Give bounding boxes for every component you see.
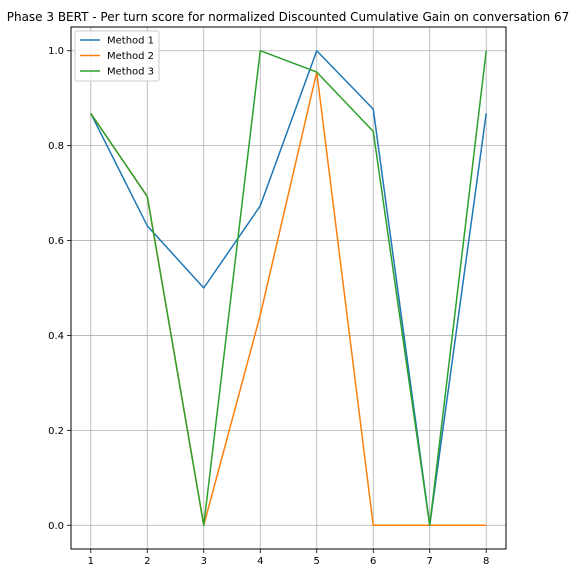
grid bbox=[71, 27, 506, 549]
legend: Method 1 Method 2 Method 3 bbox=[74, 30, 160, 82]
series-line-2 bbox=[90, 71, 487, 527]
x-axis: 1 2 3 4 5 6 7 8 bbox=[88, 549, 489, 567]
plot-area-frame bbox=[70, 26, 507, 550]
x-tick-label: 2 bbox=[144, 556, 150, 567]
y-tick-label: 0.8 bbox=[48, 141, 64, 152]
legend-label-2: Method 2 bbox=[107, 51, 154, 62]
series-lines bbox=[90, 49, 487, 527]
x-tick-label: 3 bbox=[201, 556, 207, 567]
chart-title: Phase 3 BERT - Per turn score for normal… bbox=[7, 10, 570, 24]
y-tick-label: 0.2 bbox=[48, 426, 64, 437]
x-tick-label: 7 bbox=[427, 556, 433, 567]
y-tick-label: 0.6 bbox=[48, 236, 64, 247]
y-tick-label: 1.0 bbox=[48, 46, 64, 57]
x-tick-label: 6 bbox=[370, 556, 376, 567]
series-line-1 bbox=[90, 49, 487, 527]
series-line-3 bbox=[90, 49, 487, 527]
legend-box bbox=[74, 30, 160, 82]
x-tick-label: 4 bbox=[257, 556, 263, 567]
legend-label-3: Method 3 bbox=[107, 67, 154, 78]
x-tick-label: 5 bbox=[314, 556, 320, 567]
y-axis: 0.0 0.2 0.4 0.6 0.8 1.0 bbox=[48, 46, 71, 532]
x-tick-label: 1 bbox=[88, 556, 94, 567]
y-tick-label: 0.0 bbox=[48, 521, 64, 532]
legend-label-1: Method 1 bbox=[107, 36, 154, 47]
x-tick-label: 8 bbox=[483, 556, 489, 567]
y-tick-label: 0.4 bbox=[48, 331, 64, 342]
